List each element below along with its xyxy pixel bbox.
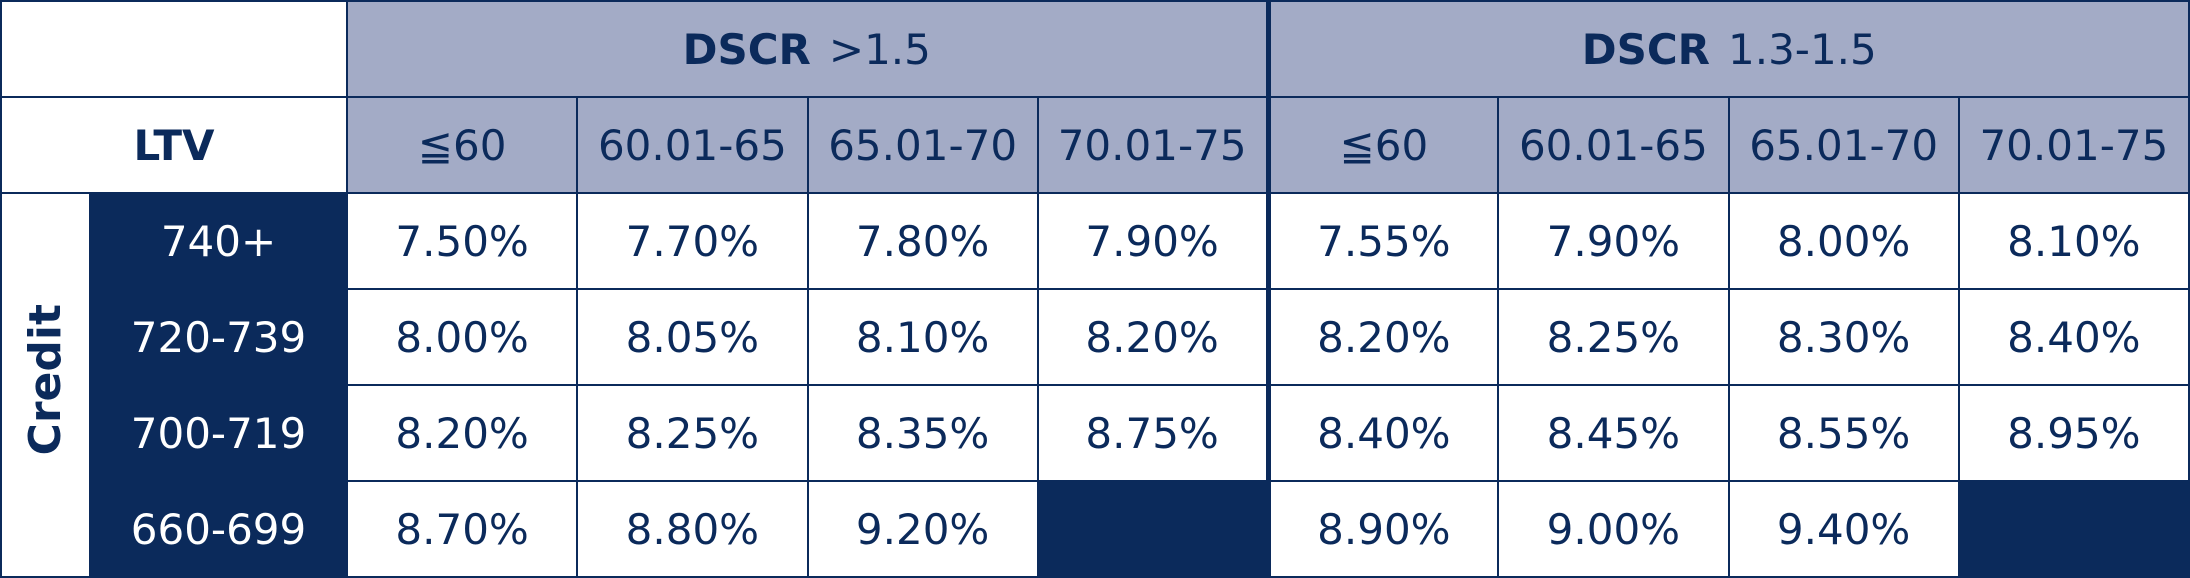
rate-cell: 8.10%: [806, 288, 1039, 386]
rate-cell: 8.10%: [1957, 192, 2190, 290]
rate-cell: 8.20%: [1265, 288, 1500, 386]
credit-band: 660-699: [89, 480, 348, 578]
rate-cell: 9.40%: [1727, 480, 1960, 578]
group-header: DSCR 1.3-1.5: [1265, 0, 2190, 98]
rate-cell: 8.00%: [345, 288, 579, 386]
rate-cell: 8.80%: [576, 480, 809, 578]
ltv-band: 65.01-70: [806, 96, 1039, 194]
ltv-band: 65.01-70: [1727, 96, 1960, 194]
rate-cell: 8.95%: [1957, 384, 2190, 482]
ltv-band: 70.01-75: [1036, 96, 1270, 194]
corner-cell: [0, 0, 348, 98]
rate-cell: 9.00%: [1497, 480, 1730, 578]
rate-cell: 8.05%: [576, 288, 809, 386]
group-range: 1.3-1.5: [1728, 24, 1877, 74]
ltv-label: LTV: [0, 96, 348, 194]
empty-cell: [1036, 480, 1270, 578]
ltv-band: 60.01-65: [1497, 96, 1730, 194]
rate-cell: 8.55%: [1727, 384, 1960, 482]
ltv-band: 70.01-75: [1957, 96, 2190, 194]
rate-cell: 8.40%: [1265, 384, 1500, 482]
rate-cell: 8.40%: [1957, 288, 2190, 386]
credit-band: 700-719: [89, 384, 348, 482]
rate-cell: 7.90%: [1036, 192, 1270, 290]
credit-row: 660-699 8.70% 8.80% 9.20% 8.90% 9.00% 9.40%: [1, 480, 2190, 578]
ltv-band: ≦60: [345, 96, 579, 194]
rate-cell: 8.25%: [576, 384, 809, 482]
group-header: DSCR >1.5: [346, 0, 1269, 98]
credit-row: 720-739 8.00% 8.05% 8.10% 8.20% 8.20% 8.25% 8.3…: [1, 288, 2190, 386]
ltv-band: 60.01-65: [576, 96, 809, 194]
group-header-row: DSCR >1.5 DSCR 1.3-1.5: [0, 0, 2190, 98]
rate-cell: 8.90%: [1265, 480, 1500, 578]
credit-row: Credit 740+ 7.50% 7.70% 7.80% 7.90% 7.55% 7.90%…: [0, 192, 2190, 578]
empty-cell: [1957, 480, 2190, 578]
rate-cell: 7.80%: [806, 192, 1039, 290]
rate-cell: 8.45%: [1497, 384, 1730, 482]
rate-cell: 9.20%: [806, 480, 1039, 578]
rate-cell: 7.50%: [345, 192, 579, 290]
rate-cell: 8.30%: [1727, 288, 1960, 386]
rate-cell: 8.75%: [1036, 384, 1270, 482]
rate-cell: 8.20%: [1036, 288, 1270, 386]
credit-label: Credit: [20, 304, 71, 456]
rate-cell: 7.70%: [576, 192, 809, 290]
rate-cell: 7.90%: [1497, 192, 1730, 290]
rate-cell: 8.00%: [1727, 192, 1960, 290]
ltv-header-row: LTV ≦60 60.01-65 65.01-70 70.01-75 ≦60 60.01-6…: [0, 96, 2190, 194]
rate-cell: 8.70%: [345, 480, 579, 578]
rate-cell: 8.35%: [806, 384, 1039, 482]
credit-label-cell: Credit: [0, 192, 91, 578]
group-name: DSCR: [1581, 24, 1711, 74]
group-name: DSCR: [682, 24, 811, 74]
credit-band: 740+: [89, 192, 348, 290]
rate-cell: 7.55%: [1265, 192, 1500, 290]
rate-cell: 8.20%: [345, 384, 579, 482]
rate-cell: 8.25%: [1497, 288, 1730, 386]
credit-band: 720-739: [89, 288, 348, 386]
group-range: >1.5: [828, 24, 931, 74]
ltv-band: ≦60: [1265, 96, 1500, 194]
credit-row: 700-719 8.20% 8.25% 8.35% 8.75% 8.40% 8.45% 8.5…: [1, 384, 2190, 482]
